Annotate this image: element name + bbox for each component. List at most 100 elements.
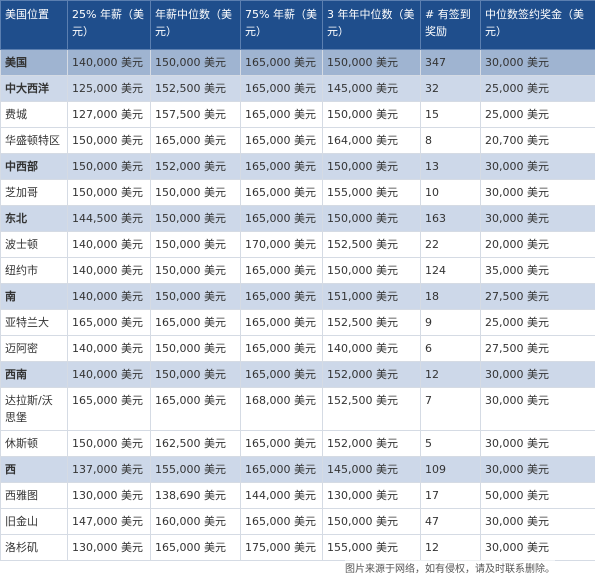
value-cell: 109 xyxy=(420,456,481,483)
value-cell: 130,000 美元 xyxy=(322,482,421,509)
location-cell: 费城 xyxy=(0,101,68,128)
header-cell: 3 年年中位数（美元） xyxy=(322,0,421,50)
value-cell: 150,000 美元 xyxy=(150,205,241,232)
value-cell: 7 xyxy=(420,387,481,431)
value-cell: 151,000 美元 xyxy=(322,283,421,310)
header-cell: # 有签到奖励 xyxy=(420,0,481,50)
value-cell: 150,000 美元 xyxy=(322,101,421,128)
value-cell: 165,000 美元 xyxy=(240,75,323,102)
value-cell: 30,000 美元 xyxy=(480,179,595,206)
header-cell: 美国位置 xyxy=(0,0,68,50)
location-cell: 亚特兰大 xyxy=(0,309,68,336)
value-cell: 152,500 美元 xyxy=(322,309,421,336)
table-row: 旧金山 147,000 美元 160,000 美元 165,000 美元 150,000… xyxy=(0,508,595,535)
value-cell: 30,000 美元 xyxy=(480,49,595,76)
value-cell: 25,000 美元 xyxy=(480,75,595,102)
value-cell: 144,000 美元 xyxy=(240,482,323,509)
value-cell: 165,000 美元 xyxy=(240,283,323,310)
value-cell: 165,000 美元 xyxy=(67,309,151,336)
location-cell: 中西部 xyxy=(0,153,68,180)
table-body: 美国 140,000 美元 150,000 美元 165,000 美元 150,000 … xyxy=(0,49,595,561)
value-cell: 25,000 美元 xyxy=(480,309,595,336)
value-cell: 140,000 美元 xyxy=(322,335,421,362)
value-cell: 152,000 美元 xyxy=(322,430,421,457)
table-row: 西 137,000 美元 155,000 美元 165,000 美元 145,000 美… xyxy=(0,456,595,483)
table-row: 迈阿密 140,000 美元 150,000 美元 165,000 美元 140,000… xyxy=(0,335,595,362)
header-cell: 中位数签约奖金（美元） xyxy=(480,0,595,50)
value-cell: 152,500 美元 xyxy=(150,75,241,102)
salary-table: 美国位置 25% 年薪（美元） 年薪中位数（美元） 75% 年薪（美元） 3 年年中位数… xyxy=(0,0,595,561)
value-cell: 163 xyxy=(420,205,481,232)
value-cell: 30,000 美元 xyxy=(480,387,595,431)
value-cell: 170,000 美元 xyxy=(240,231,323,258)
value-cell: 25,000 美元 xyxy=(480,101,595,128)
value-cell: 27,500 美元 xyxy=(480,335,595,362)
header-row: 美国位置 25% 年薪（美元） 年薪中位数（美元） 75% 年薪（美元） 3 年年中位数… xyxy=(0,0,595,50)
value-cell: 165,000 美元 xyxy=(67,387,151,431)
value-cell: 165,000 美元 xyxy=(240,456,323,483)
header-cell: 75% 年薪（美元） xyxy=(240,0,323,50)
value-cell: 165,000 美元 xyxy=(240,179,323,206)
table-row: 中西部 150,000 美元 152,000 美元 165,000 美元 150,000… xyxy=(0,153,595,180)
value-cell: 150,000 美元 xyxy=(150,231,241,258)
table-row: 东北 144,500 美元 150,000 美元 165,000 美元 150,000 … xyxy=(0,205,595,232)
value-cell: 165,000 美元 xyxy=(150,387,241,431)
value-cell: 150,000 美元 xyxy=(322,49,421,76)
value-cell: 140,000 美元 xyxy=(67,49,151,76)
value-cell: 140,000 美元 xyxy=(67,257,151,284)
value-cell: 12 xyxy=(420,361,481,388)
value-cell: 150,000 美元 xyxy=(150,361,241,388)
table-row: 西南 140,000 美元 150,000 美元 165,000 美元 152,000 … xyxy=(0,361,595,388)
value-cell: 32 xyxy=(420,75,481,102)
value-cell: 155,000 美元 xyxy=(150,456,241,483)
location-cell: 西雅图 xyxy=(0,482,68,509)
value-cell: 165,000 美元 xyxy=(240,127,323,154)
value-cell: 144,500 美元 xyxy=(67,205,151,232)
value-cell: 150,000 美元 xyxy=(150,49,241,76)
value-cell: 165,000 美元 xyxy=(240,508,323,535)
value-cell: 145,000 美元 xyxy=(322,75,421,102)
value-cell: 137,000 美元 xyxy=(67,456,151,483)
value-cell: 18 xyxy=(420,283,481,310)
value-cell: 165,000 美元 xyxy=(240,309,323,336)
value-cell: 124 xyxy=(420,257,481,284)
location-cell: 南 xyxy=(0,283,68,310)
location-cell: 中大西洋 xyxy=(0,75,68,102)
value-cell: 17 xyxy=(420,482,481,509)
value-cell: 30,000 美元 xyxy=(480,205,595,232)
value-cell: 12 xyxy=(420,534,481,561)
table-row: 达拉斯/沃思堡 165,000 美元 165,000 美元 168,000 美元 152… xyxy=(0,387,595,431)
location-cell: 美国 xyxy=(0,49,68,76)
value-cell: 165,000 美元 xyxy=(240,101,323,128)
value-cell: 127,000 美元 xyxy=(67,101,151,128)
location-cell: 洛杉矶 xyxy=(0,534,68,561)
value-cell: 152,500 美元 xyxy=(322,231,421,258)
value-cell: 20,700 美元 xyxy=(480,127,595,154)
value-cell: 175,000 美元 xyxy=(240,534,323,561)
value-cell: 165,000 美元 xyxy=(240,49,323,76)
location-cell: 纽约市 xyxy=(0,257,68,284)
value-cell: 20,000 美元 xyxy=(480,231,595,258)
value-cell: 165,000 美元 xyxy=(240,430,323,457)
table-row: 亚特兰大 165,000 美元 165,000 美元 165,000 美元 152,50… xyxy=(0,309,595,336)
value-cell: 30,000 美元 xyxy=(480,430,595,457)
value-cell: 5 xyxy=(420,430,481,457)
value-cell: 30,000 美元 xyxy=(480,361,595,388)
location-cell: 西 xyxy=(0,456,68,483)
value-cell: 165,000 美元 xyxy=(150,127,241,154)
value-cell: 155,000 美元 xyxy=(322,179,421,206)
value-cell: 150,000 美元 xyxy=(322,508,421,535)
value-cell: 168,000 美元 xyxy=(240,387,323,431)
value-cell: 150,000 美元 xyxy=(67,179,151,206)
value-cell: 152,000 美元 xyxy=(150,153,241,180)
value-cell: 13 xyxy=(420,153,481,180)
value-cell: 152,000 美元 xyxy=(322,361,421,388)
value-cell: 150,000 美元 xyxy=(67,430,151,457)
value-cell: 150,000 美元 xyxy=(150,179,241,206)
table-row: 纽约市 140,000 美元 150,000 美元 165,000 美元 150,000… xyxy=(0,257,595,284)
value-cell: 164,000 美元 xyxy=(322,127,421,154)
table-row: 芝加哥 150,000 美元 150,000 美元 165,000 美元 155,000… xyxy=(0,179,595,206)
location-cell: 波士顿 xyxy=(0,231,68,258)
location-cell: 迈阿密 xyxy=(0,335,68,362)
table-row: 波士顿 140,000 美元 150,000 美元 170,000 美元 152,500… xyxy=(0,231,595,258)
